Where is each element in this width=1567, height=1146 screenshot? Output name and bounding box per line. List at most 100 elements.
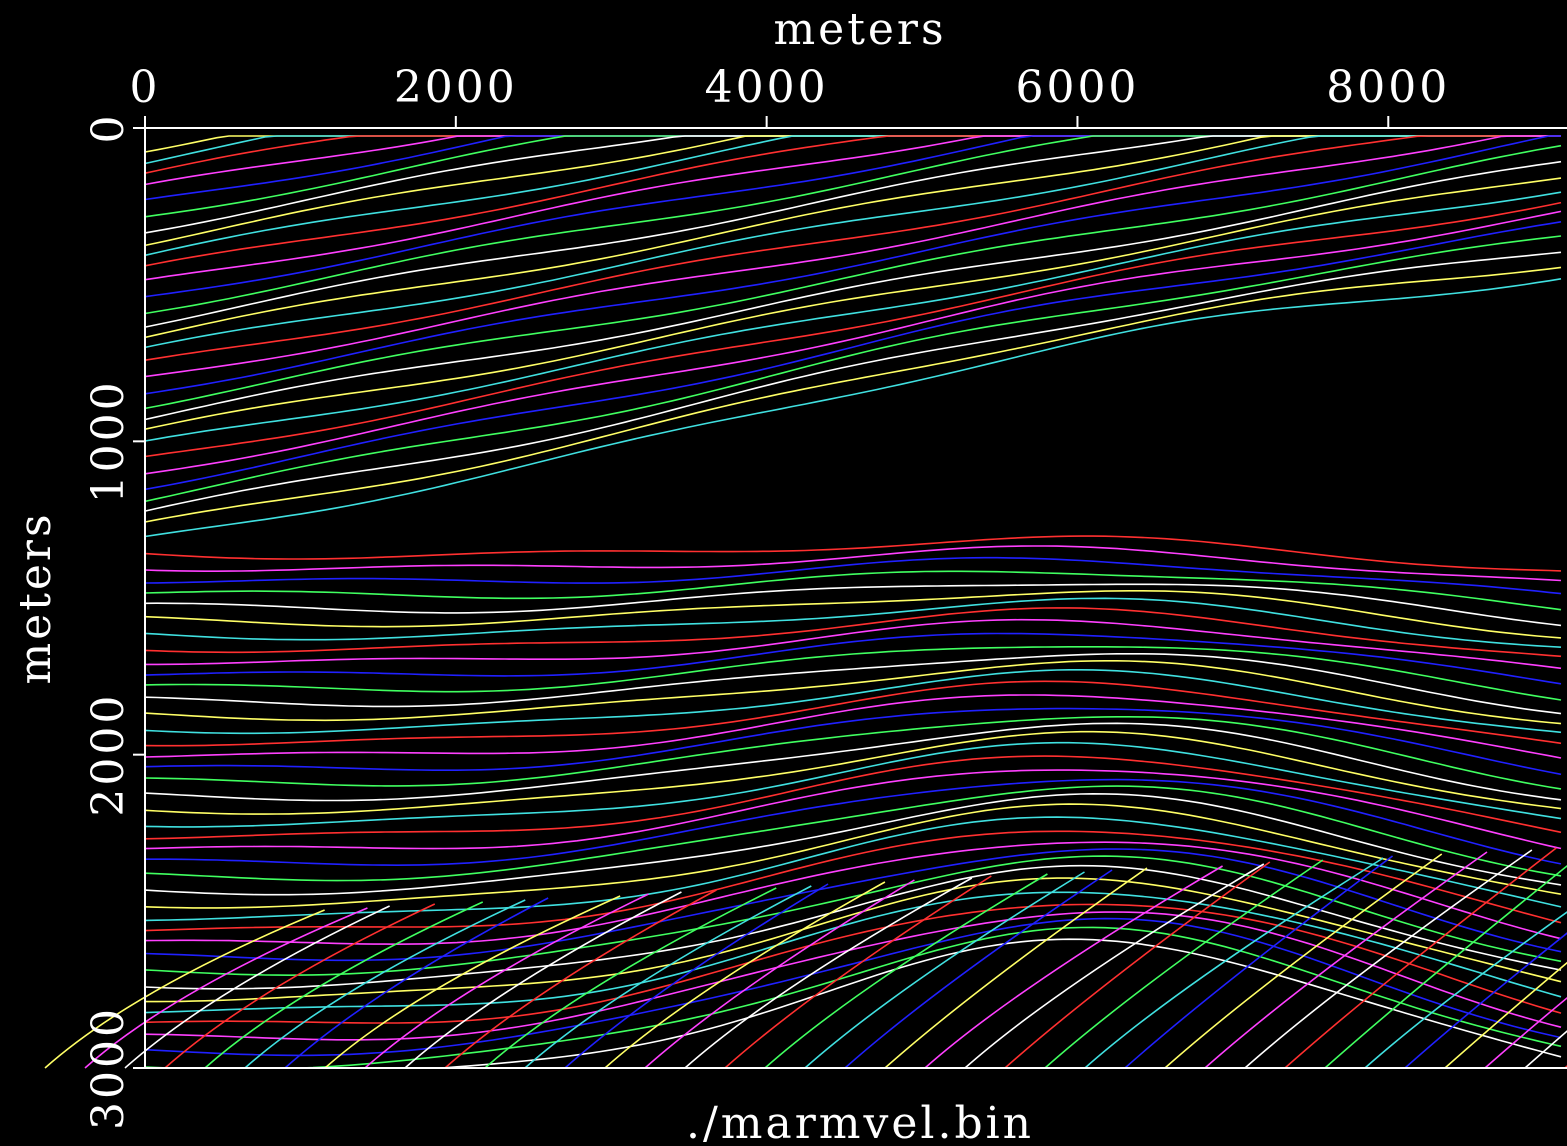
contour-line [144,556,1562,595]
contour-line [684,877,973,1069]
contour-line [144,144,1562,410]
contour-line [144,841,1562,946]
contour-line [564,883,829,1069]
x-tick-label: 8000 [1326,62,1450,113]
contour-line [144,716,1562,790]
contour-line [604,881,886,1069]
contour-line [1444,961,1567,1069]
y-axis-label: meters [10,511,61,684]
contour-line [144,722,1562,802]
contour-line [524,885,812,1069]
contour-line [144,848,1562,962]
x-tick-label: 6000 [1015,62,1139,113]
contour-line [144,201,1562,458]
contour-line [44,909,325,1069]
contour-lines [44,135,1567,1069]
contour-line [145,618,1562,670]
contour-line [244,899,526,1069]
contour-line [144,135,1561,349]
contour-line [144,803,1562,909]
contour-line [144,903,1562,1024]
y-tick-label: 2000 [83,693,134,817]
contour-line [144,210,1562,475]
contour-line [964,863,1265,1069]
contour-line [144,830,1562,932]
x-tick-label: 4000 [705,62,829,113]
contour-line [284,897,549,1069]
contour-line [1324,864,1567,1069]
contour-line [144,741,1562,828]
contour-line [204,901,484,1069]
contour-line [144,251,1562,512]
contour-line [884,867,1148,1069]
contour-line [144,653,1562,715]
contour-line [1204,851,1488,1069]
contour-line [144,792,1562,896]
contour-line [144,235,1562,503]
contour-line [1484,996,1567,1069]
contour-line [144,570,1562,611]
chart-title: ./marmvel.bin [686,1098,1034,1146]
contour-line [144,583,1562,627]
contour-line [444,889,717,1069]
contour-line [144,855,1562,977]
contour-line [124,905,390,1069]
contour-line [144,694,1562,759]
contour-line [144,607,1562,658]
contour-line [144,191,1562,442]
y-tick-label: 1000 [83,379,134,503]
contour-line [144,135,1561,395]
contour-line [84,907,368,1069]
y-tick-label: 3000 [83,1006,134,1130]
contour-line [144,669,1562,735]
contour-line [844,869,1113,1069]
y-tick-label: 0 [83,113,134,144]
contour-line [144,135,1561,378]
contour-line [484,887,777,1069]
contour-line [144,177,1562,430]
contour-line [144,730,1562,815]
contour-line [1044,859,1324,1069]
contour-line [144,891,1562,1014]
contour-line [144,864,1562,990]
contour-line [144,632,1562,685]
contour-line [1404,932,1567,1069]
contour-line [144,816,1562,922]
contour-line [1084,857,1384,1069]
contour-line [144,135,1561,361]
contour-line [144,660,1562,725]
contour-line [145,778,1562,867]
contour-line [145,877,1562,1003]
contour-line [1004,861,1271,1069]
contour-line [164,903,436,1069]
contour-line [144,646,1562,701]
contour-line [144,535,1562,572]
contour-line [144,266,1562,523]
contour-line [1164,853,1443,1069]
contour-line [144,769,1562,850]
contour-line [404,891,682,1069]
contour-line [324,895,621,1069]
contour-line [144,278,1562,538]
x-axis-label: meters [773,4,946,55]
contour-line [644,879,915,1069]
contour-line [144,597,1562,648]
contour-line [144,911,1562,1041]
contour-line [924,865,1223,1069]
contour-line [804,871,1085,1069]
contour-line [144,160,1562,421]
contour-line [144,926,1562,1069]
contour-line [764,873,1048,1069]
x-tick-label: 2000 [394,62,518,113]
contour-line [1284,847,1557,1069]
contour-line [144,755,1562,840]
contour-line [144,917,1562,1057]
contour-line [1524,1030,1567,1069]
contour-line [144,221,1562,491]
contour-line [1364,911,1567,1069]
contour-line [1124,855,1394,1069]
contour-line [144,785,1562,882]
contour-line [724,875,992,1069]
